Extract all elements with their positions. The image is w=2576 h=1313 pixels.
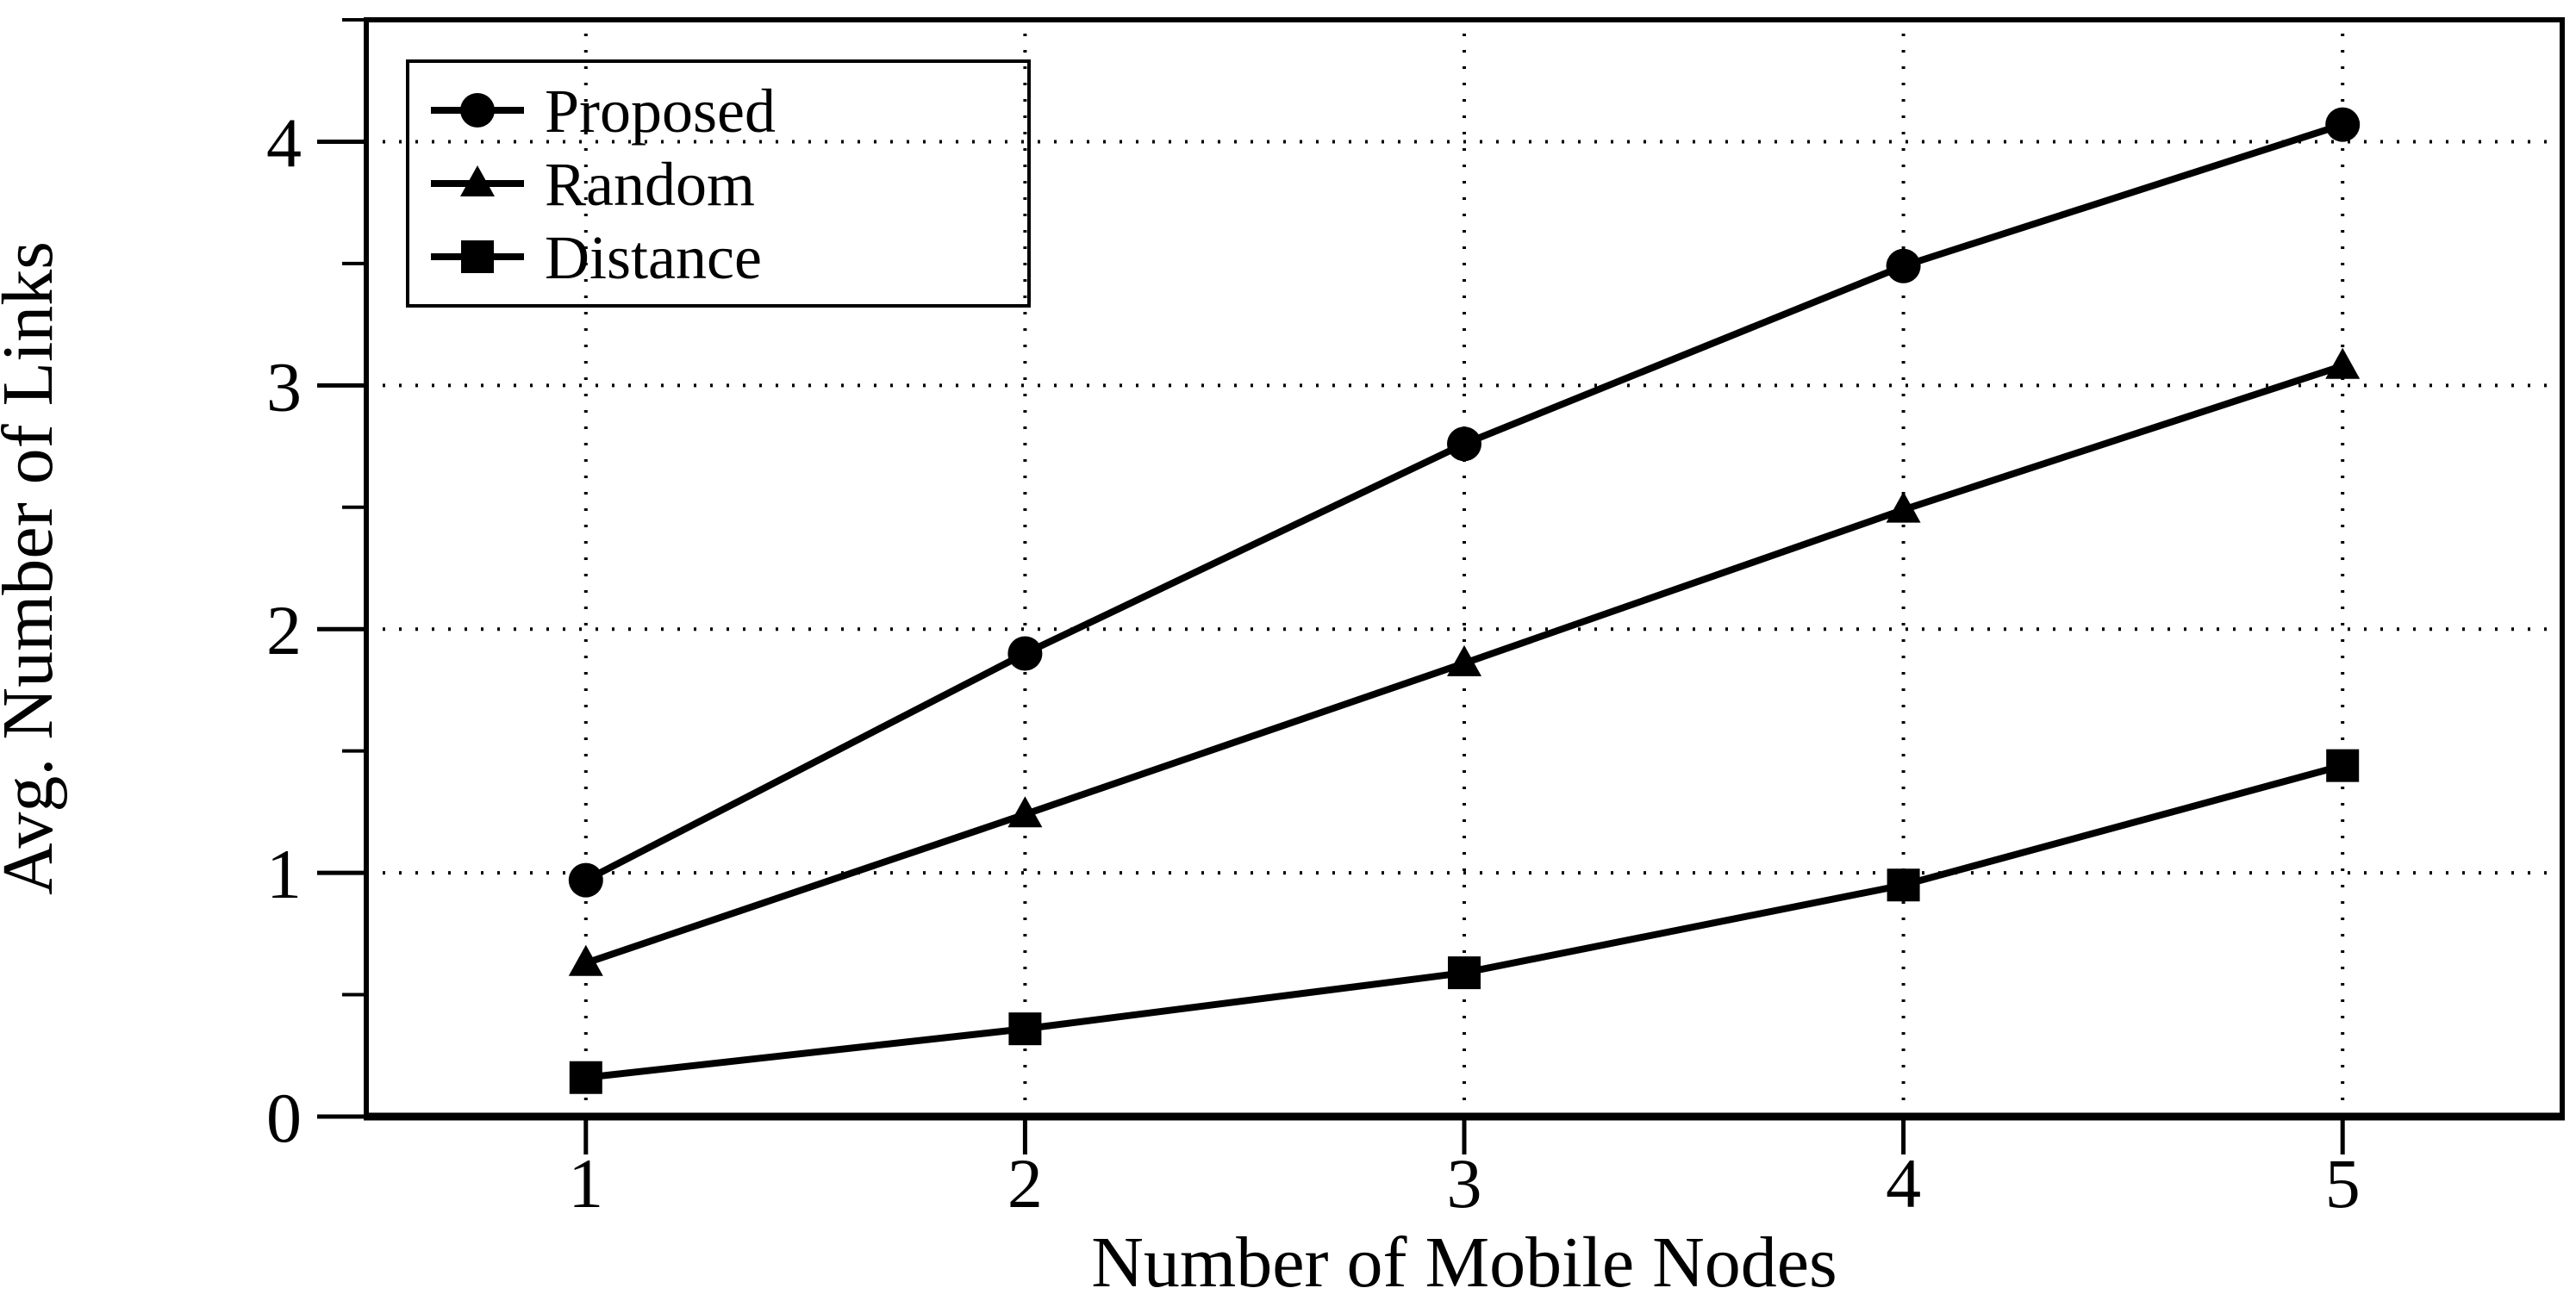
square-marker	[1887, 868, 1920, 902]
gridlines	[366, 20, 2562, 1117]
triangle-marker	[1007, 796, 1043, 828]
series-line	[585, 762, 2344, 1081]
square-marker	[1008, 1012, 1042, 1046]
x-tick-label: 4	[1886, 1144, 1921, 1223]
y-axis-title: Avg. Number of Links	[0, 241, 68, 895]
legend-label: Random	[545, 150, 755, 219]
triangle-marker	[1886, 491, 1921, 523]
y-tick-label: 1	[266, 835, 302, 913]
square-marker	[569, 1061, 602, 1094]
legend-label: Distance	[545, 223, 762, 292]
legend-item-proposed: Proposed	[431, 77, 776, 146]
triangle-marker	[1447, 644, 1481, 676]
y-tick-label: 0	[266, 1079, 302, 1157]
circle-marker	[568, 862, 603, 898]
triangle-marker	[568, 944, 603, 976]
circle-marker	[1007, 636, 1043, 671]
x-axis-title: Number of Mobile Nodes	[1091, 1223, 1837, 1303]
legend-label: Proposed	[545, 77, 776, 146]
x-tick-label: 5	[2325, 1144, 2361, 1223]
x-tick-label: 1	[568, 1144, 603, 1223]
x-tick-label: 3	[1447, 1144, 1482, 1223]
circle-marker	[2325, 107, 2361, 142]
legend-item-distance: Distance	[431, 223, 762, 292]
y-tick-label: 3	[266, 347, 302, 426]
series-proposed	[568, 107, 2361, 898]
circle-marker	[1886, 248, 1921, 283]
axis-ticks: 0 1 2 3 4 1 2 3 4 5	[266, 18, 2361, 1223]
series-distance	[569, 749, 2360, 1094]
circle-marker	[460, 93, 495, 128]
y-tick-label: 4	[266, 103, 302, 182]
legend-item-random: Random	[431, 150, 755, 219]
circle-marker	[1447, 426, 1481, 462]
legend-box	[406, 59, 1031, 308]
triangle-marker	[2325, 347, 2361, 379]
square-marker	[1448, 956, 1481, 990]
x-tick-label: 2	[1007, 1144, 1043, 1223]
series-random	[568, 347, 2361, 976]
triangle-marker	[460, 165, 495, 196]
y-tick-label: 2	[266, 591, 302, 669]
square-marker	[2326, 749, 2360, 782]
square-marker	[461, 240, 494, 273]
series-line	[583, 121, 2344, 884]
